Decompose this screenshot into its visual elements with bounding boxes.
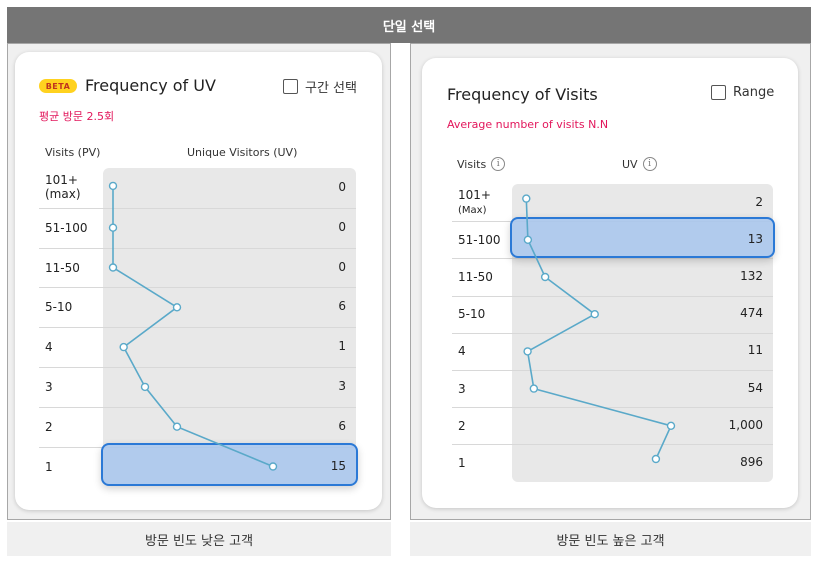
info-icon[interactable]: i <box>642 157 657 171</box>
uv-value: 15 <box>330 458 346 473</box>
info-icon[interactable]: i <box>491 157 506 171</box>
data-point <box>666 421 676 431</box>
series-line <box>112 185 274 468</box>
row-label-sub: (max) <box>45 186 81 201</box>
uv-value: 6 <box>338 418 346 433</box>
row-separator <box>39 287 356 289</box>
uv-value: 54 <box>747 380 763 395</box>
range-select-checkbox[interactable]: 구간 선택 <box>283 77 357 96</box>
selected-row-highlight[interactable] <box>510 217 775 259</box>
average-visits-text: Average number of visits N.N <box>447 118 609 131</box>
frequency-visits-card: Frequency of Visits Range Average number… <box>422 58 798 508</box>
row-label[interactable]: 2 <box>45 419 53 434</box>
uv-value: 6 <box>338 299 346 314</box>
row-label[interactable]: 51-100 <box>458 232 501 247</box>
row-separator <box>39 247 356 249</box>
uv-value: 11 <box>747 343 763 358</box>
data-point <box>108 181 118 191</box>
row-separator <box>452 258 773 260</box>
row-label[interactable]: 4 <box>45 340 53 355</box>
row-separator <box>452 370 773 371</box>
row-separator <box>39 327 356 329</box>
data-point <box>540 272 550 282</box>
row-separator <box>452 332 773 334</box>
row-separator <box>39 367 356 368</box>
low-frequency-panel: BETA Frequency of UV 구간 선택 평균 방문 2.5회 Vi… <box>7 43 391 520</box>
uv-value: 2 <box>755 194 763 209</box>
checkbox-box[interactable] <box>711 85 726 100</box>
uv-column-header: Unique Visitors (UV) <box>187 146 297 159</box>
row-label[interactable]: 2 <box>458 418 466 433</box>
left-caption-text: 방문 빈도 낮은 고객 <box>144 533 254 549</box>
row-label[interactable]: 4 <box>458 344 466 359</box>
row-separator <box>452 407 773 409</box>
uv-column-label: Unique Visitors (UV) <box>187 146 298 159</box>
uv-value: 0 <box>338 179 346 194</box>
row-label[interactable]: 101+ (Max) <box>458 187 491 216</box>
row-label-sub: (Max) <box>458 204 487 216</box>
data-point <box>522 194 531 203</box>
data-point <box>523 347 532 356</box>
row-separator <box>39 207 356 209</box>
data-point <box>268 462 278 471</box>
uv-value: 132 <box>740 269 763 283</box>
visits-column-label: Visits <box>457 157 487 171</box>
data-point <box>651 454 661 464</box>
data-point <box>172 303 182 312</box>
checkbox-label: Range <box>733 85 775 100</box>
uv-value: 1,000 <box>728 417 763 432</box>
beta-badge: BETA <box>39 79 77 93</box>
uv-column-header: UV i <box>622 157 657 171</box>
data-point <box>172 422 182 431</box>
uv-value: 896 <box>740 455 763 469</box>
row-label[interactable]: 5-10 <box>458 307 486 322</box>
card-title: Frequency of Visits <box>447 85 598 104</box>
row-label[interactable]: 5-10 <box>45 300 73 315</box>
visits-column-label: Visits (PV) <box>45 146 101 159</box>
selected-row-highlight[interactable] <box>101 442 358 487</box>
row-label[interactable]: 101+ (max) <box>45 172 81 201</box>
frequency-uv-card: BETA Frequency of UV 구간 선택 평균 방문 2.5회 Vi… <box>15 52 382 510</box>
row-label[interactable]: 1 <box>458 456 466 470</box>
row-label[interactable]: 3 <box>458 381 466 396</box>
uv-value: 1 <box>338 339 346 354</box>
range-checkbox[interactable]: Range <box>711 85 774 100</box>
uv-value: 0 <box>338 219 346 234</box>
row-label[interactable]: 11-50 <box>45 260 80 275</box>
row-separator <box>39 406 356 408</box>
average-visits-text: 평균 방문 2.5회 <box>39 110 115 123</box>
data-point <box>119 342 128 352</box>
left-caption: 방문 빈도 낮은 고객 <box>7 522 391 556</box>
data-point <box>590 309 599 319</box>
data-point <box>523 235 533 244</box>
visits-column-header: Visits i <box>457 157 506 171</box>
card-title: Frequency of UV <box>85 76 216 95</box>
row-label[interactable]: 11-50 <box>458 270 493 284</box>
right-caption: 방문 빈도 높은 고객 <box>410 522 811 556</box>
data-point <box>529 384 539 393</box>
series-line <box>525 198 673 460</box>
row-separator <box>452 444 773 446</box>
frequency-line-chart <box>108 181 278 471</box>
uv-column-label: UV <box>622 157 638 171</box>
frequency-line-chart <box>522 194 676 464</box>
checkbox-label: 구간 선택 <box>305 81 357 96</box>
high-frequency-panel: Frequency of Visits Range Average number… <box>410 43 811 520</box>
row-label[interactable]: 3 <box>45 379 53 394</box>
checkbox-box[interactable] <box>283 79 298 94</box>
data-point <box>108 263 118 272</box>
mode-header-bar: 단일 선택 <box>7 7 811 43</box>
uv-value: 474 <box>740 306 763 321</box>
visits-column-header: Visits (PV) <box>45 146 100 159</box>
uv-value: 13 <box>747 231 763 246</box>
uv-value: 0 <box>338 259 346 274</box>
row-separator <box>452 295 773 297</box>
right-caption-text: 방문 빈도 높은 고객 <box>556 533 665 549</box>
row-label[interactable]: 1 <box>45 459 53 474</box>
uv-value: 3 <box>338 378 346 393</box>
data-point <box>108 223 118 232</box>
data-point <box>140 382 150 392</box>
mode-title: 단일 선택 <box>382 19 436 35</box>
row-label[interactable]: 51-100 <box>45 220 88 235</box>
